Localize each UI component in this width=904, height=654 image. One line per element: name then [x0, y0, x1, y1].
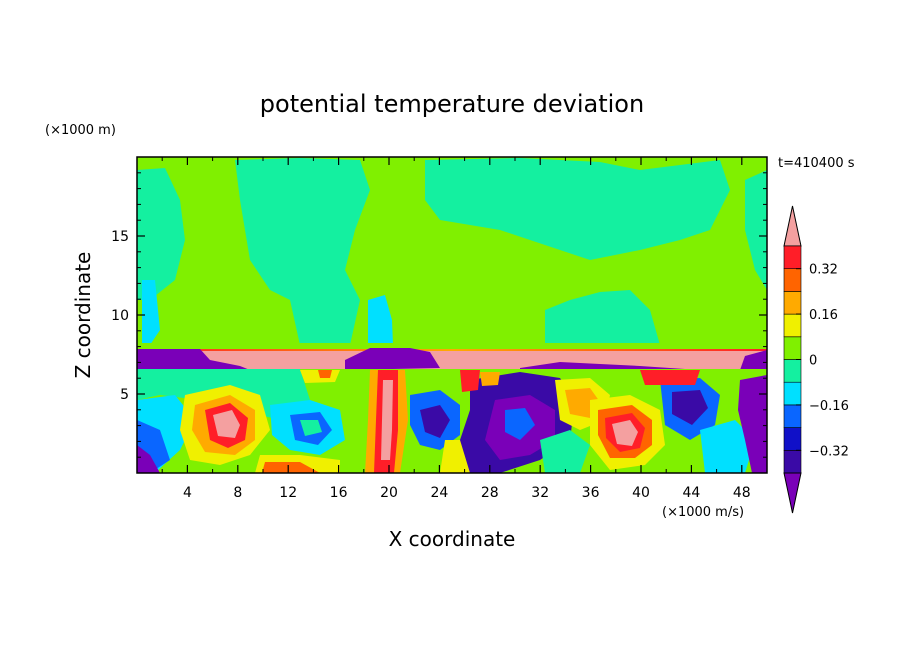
colorbar-tick-label: −0.32	[809, 444, 849, 459]
time-label: t=410400 s	[778, 156, 855, 171]
x-tick-label: 36	[582, 485, 600, 501]
x-unit-label: (×1000 m/s)	[662, 505, 744, 520]
chart-title: potential temperature deviation	[260, 90, 644, 118]
x-tick-label: 8	[233, 485, 242, 501]
colorbar-bin	[783, 268, 802, 292]
x-tick-label: 16	[330, 485, 348, 501]
y-tick-label: 10	[111, 308, 129, 324]
colorbar-max-extend	[783, 205, 802, 247]
y-tick-label: 15	[111, 229, 129, 245]
y-axis: 5 10 15	[111, 172, 767, 458]
colorbar-bin	[783, 336, 802, 360]
x-tick-label: 40	[632, 485, 650, 501]
y-tick-label: 5	[120, 387, 129, 403]
x-tick-label: 20	[380, 485, 398, 501]
colorbar: 0.32 0.16 0 −0.16 −0.32	[783, 205, 849, 514]
colorbar-tick-label: 0.16	[809, 308, 838, 323]
x-tick-label: 4	[183, 485, 192, 501]
colorbar-bin	[783, 449, 802, 474]
colorbar-bin	[783, 359, 802, 383]
x-tick-label: 24	[430, 485, 448, 501]
colorbar-bin	[783, 291, 802, 315]
y-axis-label: Z coordinate	[71, 252, 95, 379]
colorbar-min-extend	[783, 472, 802, 514]
colorbar-bin	[783, 404, 802, 428]
contour-field	[137, 157, 767, 473]
colorbar-tick-label: 0.32	[809, 263, 838, 278]
colorbar-tick-label: 0	[809, 354, 817, 369]
colorbar-bin	[783, 245, 802, 270]
x-axis: 4 8 12 16 20 24 28 32 36 40 44 48	[161, 157, 751, 501]
x-tick-label: 28	[481, 485, 499, 501]
x-tick-label: 48	[733, 485, 751, 501]
x-axis-label: X coordinate	[389, 527, 516, 551]
colorbar-tick-label: −0.16	[809, 399, 849, 414]
colorbar-bin	[783, 427, 802, 451]
colorbar-bin	[783, 381, 802, 406]
x-tick-label: 12	[279, 485, 297, 501]
colorbar-bin	[783, 313, 802, 338]
x-tick-label: 44	[682, 485, 700, 501]
y-unit-label: (×1000 m)	[45, 123, 116, 138]
x-tick-label: 32	[531, 485, 549, 501]
